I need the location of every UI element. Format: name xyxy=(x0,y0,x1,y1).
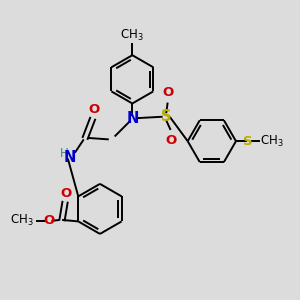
Text: O: O xyxy=(60,187,71,200)
Text: O: O xyxy=(166,134,177,147)
Text: O: O xyxy=(162,86,173,99)
Text: S: S xyxy=(243,135,253,148)
Text: S: S xyxy=(161,109,171,124)
Text: CH$_3$: CH$_3$ xyxy=(121,28,144,43)
Text: CH$_3$: CH$_3$ xyxy=(260,134,284,149)
Text: O: O xyxy=(44,214,55,227)
Text: N: N xyxy=(126,111,139,126)
Text: CH$_3$: CH$_3$ xyxy=(11,213,34,228)
Text: H: H xyxy=(60,147,69,160)
Text: O: O xyxy=(88,103,100,116)
Text: N: N xyxy=(63,150,76,165)
